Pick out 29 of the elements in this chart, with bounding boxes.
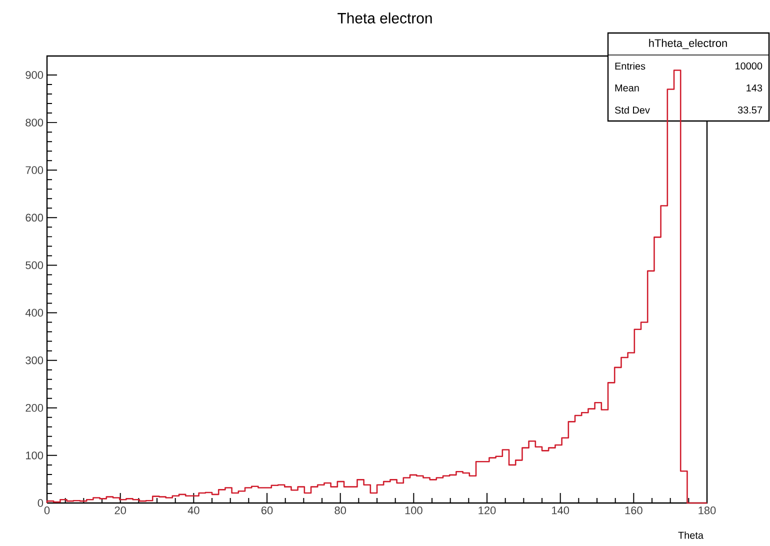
y-tick-label: 100	[26, 452, 44, 460]
x-tick-label: 160	[625, 506, 642, 514]
annotation: Mean	[615, 84, 639, 92]
annotation: Std Dev	[614, 106, 650, 114]
text: 33.57	[738, 106, 762, 114]
x-tick-label: 100	[405, 506, 422, 514]
text: 10000	[736, 62, 762, 70]
y-tick-label: 0	[38, 499, 44, 507]
y-tick-label: 800	[26, 118, 44, 126]
y-tick-label: 500	[26, 261, 44, 270]
y-tick-label: 400	[25, 308, 44, 317]
x-axis-title: Theta	[678, 532, 704, 539]
x-tick-label: 140	[552, 506, 570, 514]
y-tick-label: 300	[26, 356, 44, 364]
text: hTheta_electron	[649, 38, 727, 50]
x-tick-label: 40	[188, 506, 200, 514]
y-tick-label: 200	[26, 404, 44, 412]
y-tick-label: 700	[26, 166, 44, 174]
x-tick-label: 80	[334, 506, 346, 514]
x-tick-label: 180	[698, 506, 716, 514]
chart-title: Theta electron	[338, 12, 432, 24]
x-tick-label: 0	[44, 506, 50, 514]
y-tick-label: 600	[26, 214, 44, 222]
annotation: Entries	[615, 62, 646, 70]
x-tick-label: 20	[114, 506, 126, 514]
x-tick-label: 60	[261, 506, 273, 514]
y-tick-label: 900	[26, 71, 44, 79]
x-tick-label: 120	[478, 506, 496, 514]
text: 143	[746, 84, 762, 92]
